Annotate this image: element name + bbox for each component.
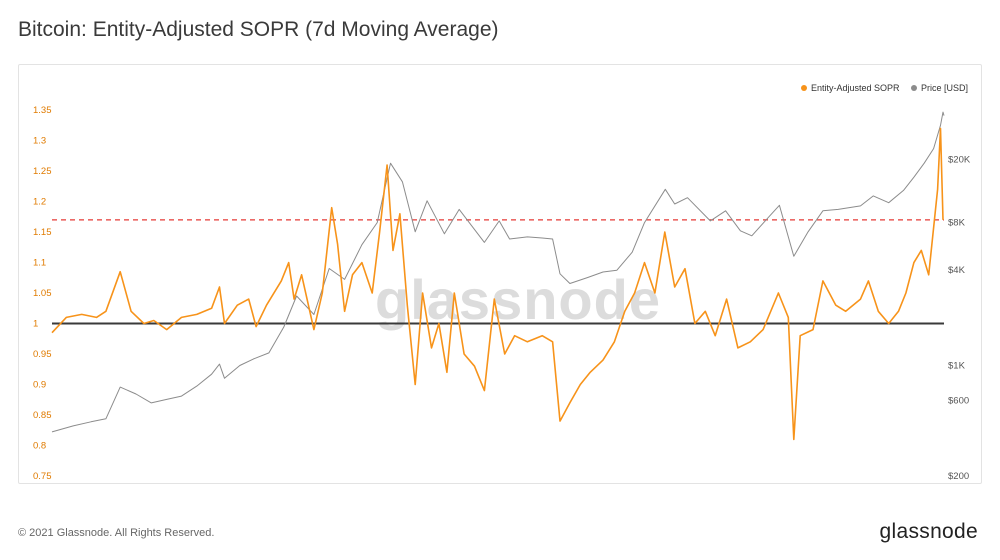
y-left-tick-1: 0.8 <box>33 441 46 452</box>
y-right-tick-4: $8K <box>948 218 966 229</box>
y-left-tick-0: 0.75 <box>33 471 52 482</box>
y-right-tick-2: $1K <box>948 360 966 371</box>
y-left-tick-10: 1.25 <box>33 166 52 177</box>
y-right-tick-3: $4K <box>948 265 966 276</box>
chart-frame <box>18 64 982 484</box>
y-left-tick-4: 0.95 <box>33 349 52 360</box>
y-left-tick-9: 1.2 <box>33 197 46 208</box>
y-right-tick-0: $200 <box>948 471 969 482</box>
y-left-tick-11: 1.3 <box>33 136 46 147</box>
legend-sopr-label: Entity-Adjusted SOPR <box>811 83 900 93</box>
chart: glassnode 0.75 0.8 0.85 0.9 0.95 1 1.05 1.1 1.15… <box>33 83 971 482</box>
y-left-tick-12: 1.35 <box>33 105 52 116</box>
y-right-tick-1: $600 <box>948 396 969 407</box>
price-series-line <box>51 111 945 433</box>
y-left-tick-5: 1 <box>33 319 38 330</box>
legend-sopr-marker <box>801 85 807 91</box>
sopr-series-line <box>51 127 944 441</box>
y-left-tick-8: 1.15 <box>33 227 52 238</box>
copyright: © 2021 Glassnode. All Rights Reserved. <box>18 527 215 539</box>
brand-logo: glassnode <box>879 520 978 543</box>
y-right-tick-5: $20K <box>948 155 971 166</box>
legend-price-label: Price [USD] <box>921 83 968 93</box>
y-left-tick-2: 0.85 <box>33 410 52 421</box>
legend-sopr[interactable]: Entity-Adjusted SOPR <box>801 83 900 93</box>
y-left-tick-7: 1.1 <box>33 258 46 269</box>
watermark: glassnode <box>375 268 661 331</box>
page-title: Bitcoin: Entity-Adjusted SOPR (7d Moving… <box>18 18 499 41</box>
y-left-tick-6: 1.05 <box>33 288 52 299</box>
y-left-tick-3: 0.9 <box>33 380 46 391</box>
legend-price[interactable]: Price [USD] <box>911 83 968 93</box>
legend-price-marker <box>911 85 917 91</box>
